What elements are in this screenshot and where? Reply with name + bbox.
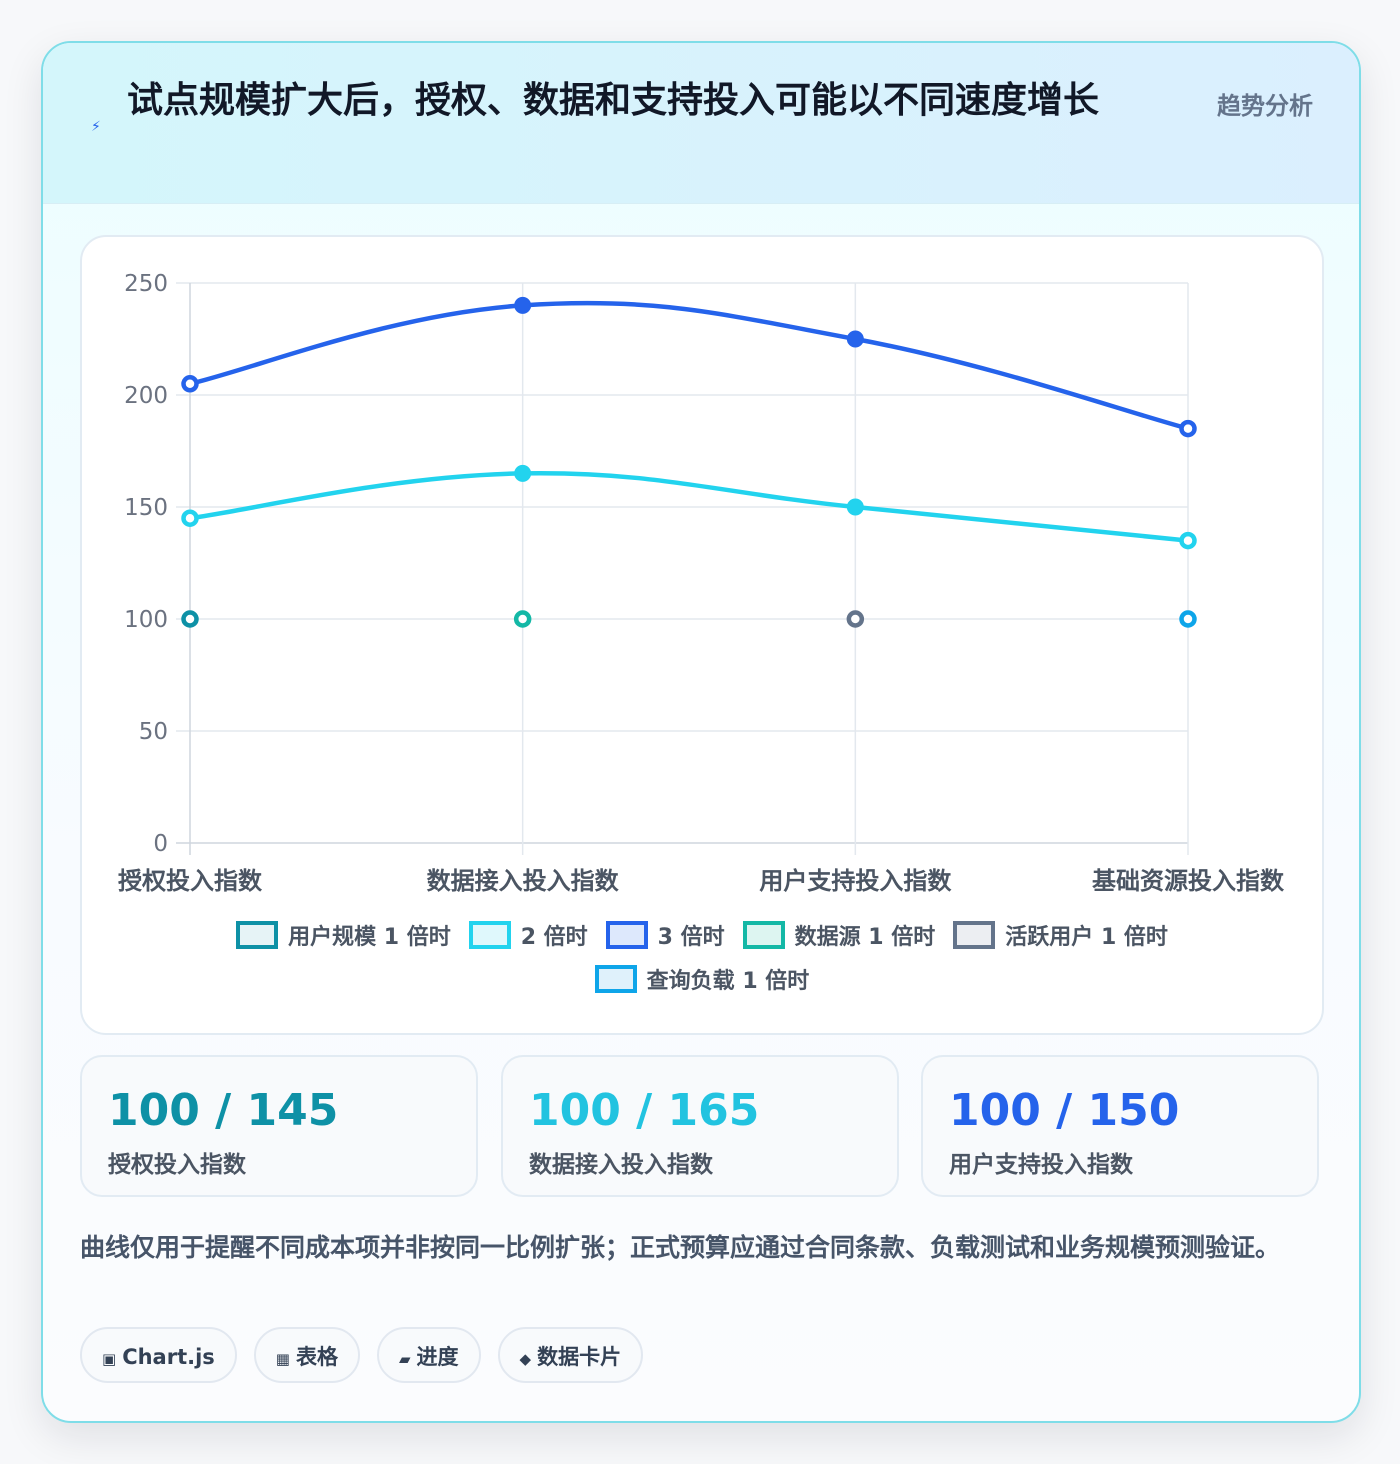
legend-label: 数据源 1 倍时	[794, 925, 936, 950]
data-point	[514, 296, 532, 314]
y-tick-label: 200	[124, 383, 168, 409]
chart-container: 0 50 100 150 200 250 授权投入指数 数据接入投入指数 用户支持投入指数 基础资…	[80, 235, 1324, 1035]
data-point	[1179, 610, 1197, 628]
data-point	[513, 610, 532, 628]
legend-label: 2 倍时	[520, 925, 588, 950]
data-point	[1179, 419, 1197, 438]
x-tick-label: 数据接入投入指数	[427, 867, 620, 895]
y-tick-label: 0	[153, 831, 168, 857]
legend-label: 3 倍时	[657, 925, 725, 950]
legend-swatch	[742, 921, 785, 949]
analysis-tag: 趋势分析	[1217, 92, 1313, 120]
card: ⚡ 试点规模扩大后，授权、数据和支持投入可能以不同速度增长 趋势分析 0 50 10…	[41, 41, 1361, 1423]
pill-label: 数据卡片	[537, 1345, 622, 1369]
kpi-label: 数据接入投入指数	[529, 1152, 713, 1178]
y-tick-label: 100	[124, 607, 168, 633]
legend-item[interactable]: 用户规模 1 倍时	[236, 919, 451, 951]
x-tick-label: 授权投入指数	[118, 867, 263, 895]
legend-row: 查询负载 1 倍时	[122, 957, 1282, 1001]
pill-chartjs[interactable]: ▣ Chart.js	[80, 1327, 237, 1383]
data-point	[181, 375, 199, 393]
diamond-icon: ◆	[519, 1350, 532, 1368]
y-tick-label: 150	[124, 495, 168, 521]
legend-item[interactable]: 活跃用户 1 倍时	[953, 919, 1168, 951]
legend-swatch	[605, 921, 648, 949]
y-tick-label: 50	[139, 719, 168, 745]
table-icon: ▦	[275, 1350, 290, 1368]
legend-item[interactable]: 3 倍时	[605, 919, 725, 951]
data-point	[514, 464, 532, 482]
kpi-label: 用户支持投入指数	[949, 1152, 1133, 1178]
legend-swatch	[236, 921, 279, 949]
kpi-label: 授权投入指数	[108, 1152, 246, 1178]
data-point	[846, 498, 864, 516]
data-point	[181, 610, 199, 628]
lightning-icon: ⚡	[91, 119, 101, 135]
legend-item[interactable]: 查询负载 1 倍时	[594, 963, 810, 995]
kpi-card-support: 100 / 150 用户支持投入指数	[921, 1055, 1319, 1197]
page-title: 试点规模扩大后，授权、数据和支持投入可能以不同速度增长	[127, 80, 1100, 121]
x-tick-label: 用户支持投入指数	[759, 867, 952, 895]
y-tick-label: 250	[124, 271, 168, 297]
legend-swatch	[468, 921, 511, 949]
feature-pills: ▣ Chart.js ▦ 表格 ▰ 进度 ◆ 数据卡片	[80, 1327, 660, 1383]
kpi-value: 100 / 145	[108, 1085, 339, 1136]
kpi-card-data: 100 / 165 数据接入投入指数	[501, 1055, 899, 1197]
line-chart: 0 50 100 150 200 250 授权投入指数 数据接入投入指数 用户支持投入指数 基础资…	[118, 271, 1285, 895]
data-point	[1179, 531, 1197, 550]
data-point	[181, 509, 199, 527]
pill-table[interactable]: ▦ 表格	[253, 1327, 360, 1383]
legend-label: 用户规模 1 倍时	[288, 925, 451, 950]
pill-data-card[interactable]: ◆ 数据卡片	[497, 1327, 644, 1383]
pill-label: Chart.js	[122, 1345, 215, 1369]
legend-label: 活跃用户 1 倍时	[1005, 925, 1168, 950]
series-line-1	[187, 470, 1191, 543]
legend-swatch	[953, 921, 996, 949]
chart-legend: 用户规模 1 倍时 2 倍时 3 倍时 数据源 1 倍时 活跃用户 1 倍时查询负载 1…	[122, 913, 1282, 1001]
kpi-value: 100 / 165	[529, 1085, 760, 1136]
pill-progress[interactable]: ▰ 进度	[376, 1327, 481, 1383]
card-header: ⚡ 试点规模扩大后，授权、数据和支持投入可能以不同速度增长 趋势分析	[43, 43, 1359, 204]
legend-row: 用户规模 1 倍时 2 倍时 3 倍时 数据源 1 倍时 活跃用户 1 倍时	[122, 913, 1282, 957]
kpi-card-auth: 100 / 145 授权投入指数	[80, 1055, 478, 1197]
legend-item[interactable]: 2 倍时	[468, 919, 588, 951]
data-point	[846, 330, 864, 348]
chart-icon: ▣	[102, 1350, 117, 1368]
footnote: 曲线仅用于提醒不同成本项并非按同一比例扩张；正式预算应通过合同条款、负载测试和业…	[80, 1233, 1281, 1262]
series-line-2	[187, 300, 1191, 431]
legend-label: 查询负载 1 倍时	[646, 969, 810, 994]
legend-swatch	[594, 965, 637, 993]
pill-label: 进度	[416, 1345, 459, 1369]
kpi-value: 100 / 150	[949, 1085, 1180, 1136]
x-tick-label: 基础资源投入指数	[1092, 867, 1285, 895]
pill-label: 表格	[295, 1345, 338, 1369]
legend-item[interactable]: 数据源 1 倍时	[742, 919, 936, 951]
data-point	[846, 610, 865, 628]
progress-icon: ▰	[398, 1350, 411, 1368]
